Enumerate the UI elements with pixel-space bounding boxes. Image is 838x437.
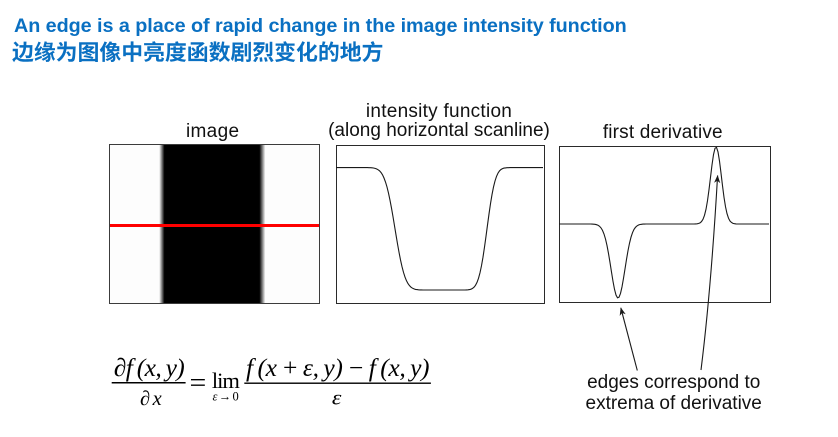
svg-text:∂x: ∂x xyxy=(140,388,162,410)
svg-text:f (x + ε, y) − f (x, y): f (x + ε, y) − f (x, y) xyxy=(246,353,430,382)
svg-text:∂f (x, y): ∂f (x, y) xyxy=(114,353,185,382)
svg-text:=: = xyxy=(190,368,207,398)
svg-text:lim: lim xyxy=(212,368,240,393)
svg-text:ε→0: ε→0 xyxy=(213,390,239,404)
svg-text:ε: ε xyxy=(332,386,342,410)
